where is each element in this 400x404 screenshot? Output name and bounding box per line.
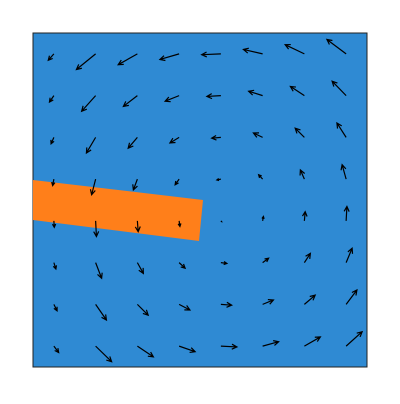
velocity-arrow [210, 134, 221, 141]
velocity-arrow [343, 205, 350, 221]
velocity-arrow [117, 53, 138, 66]
velocity-arrow [205, 93, 221, 100]
velocity-arrow [47, 53, 55, 62]
velocity-arrow [75, 53, 97, 71]
velocity-arrow [252, 132, 263, 138]
velocity-arrow [95, 345, 113, 363]
velocity-arrow [262, 340, 280, 347]
velocity-arrow [220, 220, 223, 223]
velocity-arrow [136, 262, 145, 275]
velocity-arrow [294, 127, 305, 138]
velocity-arrow [158, 53, 180, 62]
velocity-arrow [127, 136, 138, 150]
velocity-arrow [53, 304, 58, 312]
beam [33, 180, 203, 241]
velocity-field [47, 38, 364, 363]
velocity-arrow [336, 121, 347, 138]
velocity-arrow [85, 137, 97, 155]
velocity-arrow [262, 257, 270, 264]
velocity-arrow [345, 246, 354, 263]
velocity-arrow [289, 85, 305, 97]
velocity-arrow [304, 336, 322, 347]
velocity-arrow [122, 95, 138, 108]
velocity-arrow [89, 178, 97, 197]
velocity-arrow [220, 261, 229, 266]
velocity-arrow [93, 220, 100, 238]
velocity-arrow [48, 95, 55, 104]
velocity-arrow [174, 178, 180, 186]
velocity-arrow [247, 89, 263, 97]
velocity-arrow [345, 330, 364, 347]
velocity-arrow [340, 163, 347, 180]
velocity-arrow [168, 136, 180, 144]
velocity-arrow [301, 210, 308, 221]
velocity-arrow [303, 252, 312, 263]
velocity-arrow [345, 288, 358, 305]
velocity-arrow [299, 168, 306, 180]
velocity-arrow [220, 301, 234, 308]
velocity-arrow [80, 95, 97, 113]
velocity-arrow [178, 303, 192, 311]
velocity-arrow [163, 95, 180, 103]
velocity-arrow [325, 38, 347, 55]
velocity-arrow [51, 220, 57, 229]
velocity-arrow [134, 220, 141, 234]
velocity-arrow [50, 137, 55, 146]
velocity-arrow [200, 51, 221, 58]
velocity-arrow [137, 345, 155, 358]
velocity-arrow [53, 345, 60, 354]
velocity-arrow [242, 47, 263, 55]
velocity-arrow [261, 215, 265, 221]
velocity-arrow [52, 262, 58, 271]
velocity-arrow [303, 294, 317, 305]
velocity-arrow [331, 80, 347, 97]
velocity-arrow [262, 298, 275, 305]
velocity-arrow [215, 178, 221, 182]
velocity-arrow [51, 179, 56, 187]
velocity-arrow [283, 43, 305, 55]
velocity-arrow [177, 220, 182, 228]
velocity-arrow [178, 262, 187, 270]
velocity-arrow [132, 178, 138, 192]
velocity-arrow [220, 343, 239, 350]
velocity-arrow [257, 173, 264, 180]
velocity-arrow [95, 262, 103, 280]
velocity-arrow [95, 304, 108, 322]
velocity-arrow [136, 303, 150, 317]
velocity-arrow [178, 345, 197, 354]
